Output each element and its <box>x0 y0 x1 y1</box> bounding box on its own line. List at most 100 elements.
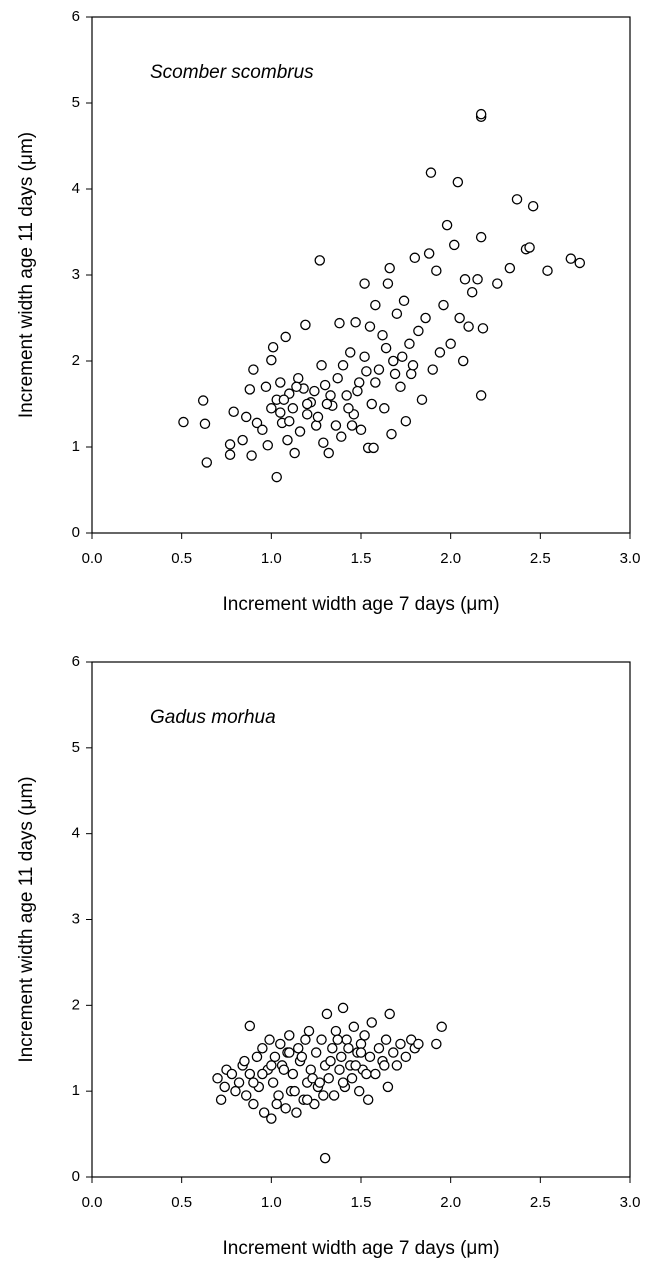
point <box>328 1090 340 1101</box>
point <box>350 1060 361 1071</box>
point <box>280 331 291 343</box>
point <box>316 360 327 371</box>
point <box>310 420 322 431</box>
point <box>364 1051 376 1063</box>
point <box>336 431 347 442</box>
point <box>332 372 343 384</box>
point <box>309 385 320 397</box>
point <box>389 368 401 380</box>
point <box>224 449 236 460</box>
point <box>275 407 286 418</box>
point <box>310 1047 322 1058</box>
point <box>239 1055 250 1067</box>
point <box>423 248 435 259</box>
x-tick-label: 1.0 <box>261 1194 282 1211</box>
point <box>330 420 342 431</box>
annotation: Gadus morhua <box>150 707 276 728</box>
point <box>355 1038 367 1050</box>
point <box>359 351 370 362</box>
point <box>240 411 252 423</box>
point <box>384 262 395 274</box>
y-tick-label: 0 <box>72 524 80 541</box>
x-tick-label: 0.5 <box>171 1194 192 1211</box>
point <box>384 1008 395 1020</box>
point <box>475 390 487 401</box>
point <box>219 1081 230 1093</box>
point <box>292 1043 304 1054</box>
point <box>323 1073 334 1084</box>
point <box>370 299 381 311</box>
point <box>361 1068 372 1080</box>
point <box>431 265 442 276</box>
point <box>379 403 390 414</box>
y-axis-title: Increment width age 11 days (μm) <box>16 132 37 418</box>
point <box>477 323 489 334</box>
point <box>362 1094 374 1106</box>
point <box>343 403 354 414</box>
point <box>284 415 295 427</box>
point <box>475 231 487 243</box>
point <box>355 1047 367 1058</box>
point <box>404 338 415 350</box>
point <box>388 355 399 367</box>
point <box>314 1077 326 1088</box>
point <box>300 1034 311 1045</box>
point <box>319 1152 331 1164</box>
point <box>224 439 236 450</box>
point <box>282 434 293 446</box>
point <box>230 1085 241 1097</box>
point <box>314 255 326 266</box>
point <box>330 1025 342 1037</box>
y-tick-label: 2 <box>72 352 80 369</box>
point <box>436 1021 447 1033</box>
point <box>271 1098 282 1110</box>
point <box>386 428 397 440</box>
point <box>318 437 329 448</box>
point <box>400 1051 412 1063</box>
point <box>343 1043 354 1054</box>
x-axis-title: Increment width age 7 days (μm) <box>222 594 499 615</box>
point <box>289 447 300 459</box>
point <box>318 1090 329 1101</box>
point <box>527 200 539 212</box>
x-tick-label: 1.0 <box>261 550 282 567</box>
y-tick-label: 5 <box>72 94 80 111</box>
plot-frame <box>91 661 631 1178</box>
point <box>287 1068 299 1080</box>
y-tick-label: 6 <box>72 8 80 25</box>
y-tick-label: 0 <box>72 1168 80 1185</box>
point <box>278 1064 290 1075</box>
point <box>332 1034 343 1045</box>
point <box>305 1064 317 1075</box>
point <box>337 1077 349 1088</box>
point <box>258 1107 270 1118</box>
point <box>201 457 213 468</box>
point <box>303 1025 315 1037</box>
point <box>321 1008 333 1020</box>
point <box>425 167 437 178</box>
point <box>445 338 456 350</box>
point <box>291 381 302 393</box>
point <box>524 242 535 253</box>
point <box>266 403 277 414</box>
point <box>366 398 378 410</box>
x-axis-title: Increment width age 7 days (μm) <box>222 1238 499 1259</box>
point <box>434 347 446 358</box>
point <box>380 342 392 354</box>
point <box>368 442 379 454</box>
point <box>325 1055 336 1067</box>
y-tick-label: 3 <box>72 910 80 927</box>
point <box>409 252 421 264</box>
point <box>565 253 577 264</box>
point <box>260 381 272 393</box>
point <box>504 262 516 274</box>
point <box>420 312 431 324</box>
point <box>319 379 331 391</box>
point <box>262 440 273 451</box>
point <box>264 1034 275 1045</box>
point <box>407 360 419 371</box>
point <box>334 317 345 329</box>
point <box>400 415 412 427</box>
point <box>296 1051 308 1063</box>
